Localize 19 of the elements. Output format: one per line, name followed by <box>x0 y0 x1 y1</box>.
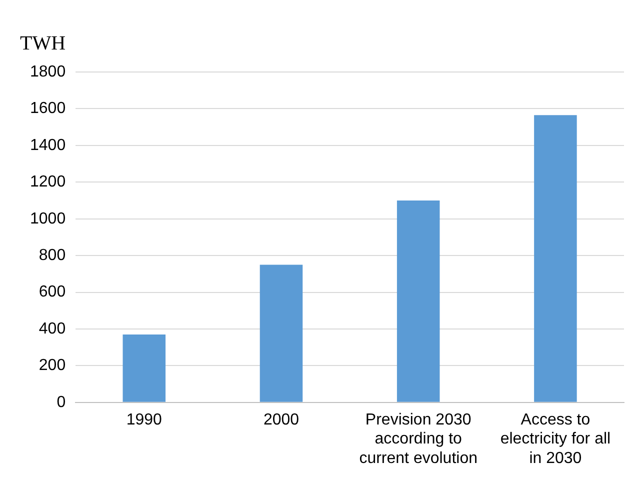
y-tick-label: 0 <box>56 394 66 411</box>
x-tick-label: 2000 <box>263 411 300 428</box>
bar <box>260 264 303 402</box>
x-tick-label: Prevision 2030 according to current evolution <box>359 411 478 467</box>
x-tick-label: Access to electricity for all in 2030 <box>500 411 611 467</box>
bar <box>396 200 440 402</box>
y-tick-label: 1000 <box>30 210 66 228</box>
y-tick-label: 800 <box>38 246 66 264</box>
y-tick-label: 1800 <box>30 63 66 80</box>
bar <box>534 115 577 402</box>
bar <box>122 334 166 402</box>
y-tick-label: 1600 <box>30 100 66 118</box>
y-axis-title: TWH <box>20 32 66 54</box>
y-tick-label: 400 <box>38 320 66 338</box>
y-tick-label: 1400 <box>30 136 66 154</box>
y-tick-label: 600 <box>38 284 66 301</box>
y-tick-label: 1200 <box>30 174 66 191</box>
y-tick-label: 200 <box>38 357 66 374</box>
x-tick-label: 1990 <box>126 411 162 428</box>
